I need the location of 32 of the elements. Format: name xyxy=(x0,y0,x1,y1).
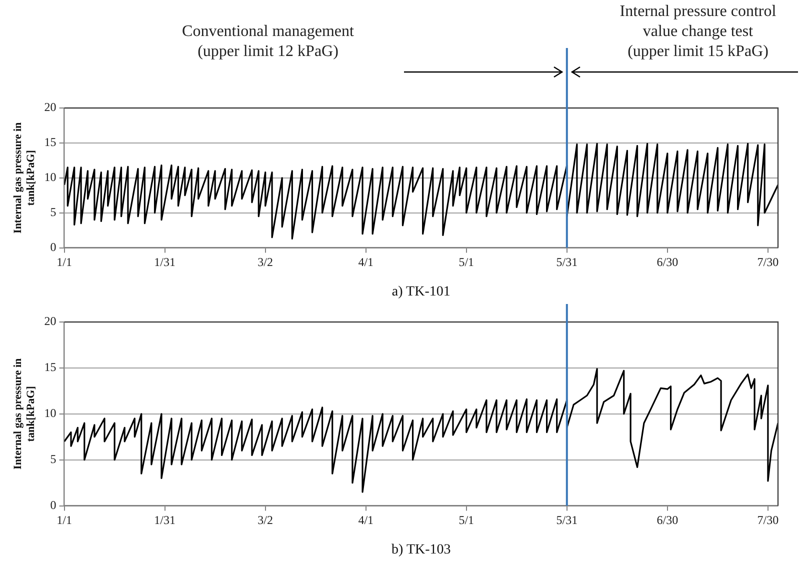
y-tick-label: 10 xyxy=(44,170,56,184)
x-axis-title: a) TK-101 xyxy=(392,284,450,300)
y-axis-title: Internal gas pressure in tank[kPaG] xyxy=(12,358,37,470)
x-tick-label: 1/1 xyxy=(56,255,72,270)
x-axis-title: b) TK-103 xyxy=(392,542,451,558)
text: Internal pressure control value change test (upper limit 15 kPaG) xyxy=(618,2,778,62)
x-tick-label: 3/2 xyxy=(258,255,274,270)
x-tick-label: 6/30 xyxy=(656,513,678,528)
x-tick-label: 7/30 xyxy=(757,513,779,528)
y-tick-label: 0 xyxy=(50,240,56,254)
y-tick-label: 20 xyxy=(44,100,56,114)
x-tick-label: 1/31 xyxy=(154,255,176,270)
x-tick-label: 1/31 xyxy=(154,513,176,528)
x-tick-label: 6/30 xyxy=(656,255,678,270)
y-tick-label: 5 xyxy=(50,205,56,220)
x-tick-label: 1/1 xyxy=(56,513,72,528)
y-tick-label: 0 xyxy=(50,498,56,512)
y-axis-title: Internal gas pressure in tank[kPaG] xyxy=(12,122,37,234)
x-tick-label: 3/2 xyxy=(258,513,274,528)
y-tick-label: 15 xyxy=(44,360,56,374)
text: Conventional management (upper limit 12 kPaG) xyxy=(181,22,355,62)
x-tick-label: 5/1 xyxy=(458,255,474,270)
y-tick-label: 20 xyxy=(44,314,56,328)
x-tick-label: 7/30 xyxy=(757,255,779,270)
x-tick-label: 4/1 xyxy=(358,255,374,270)
y-tick-label: 5 xyxy=(50,452,56,466)
x-tick-label: 4/1 xyxy=(358,513,374,528)
y-tick-label: 15 xyxy=(44,135,56,150)
x-tick-label: 5/1 xyxy=(458,513,474,528)
x-tick-label: 5/31 xyxy=(556,513,578,528)
x-tick-label: 5/31 xyxy=(556,255,578,270)
y-tick-label: 10 xyxy=(44,406,56,420)
